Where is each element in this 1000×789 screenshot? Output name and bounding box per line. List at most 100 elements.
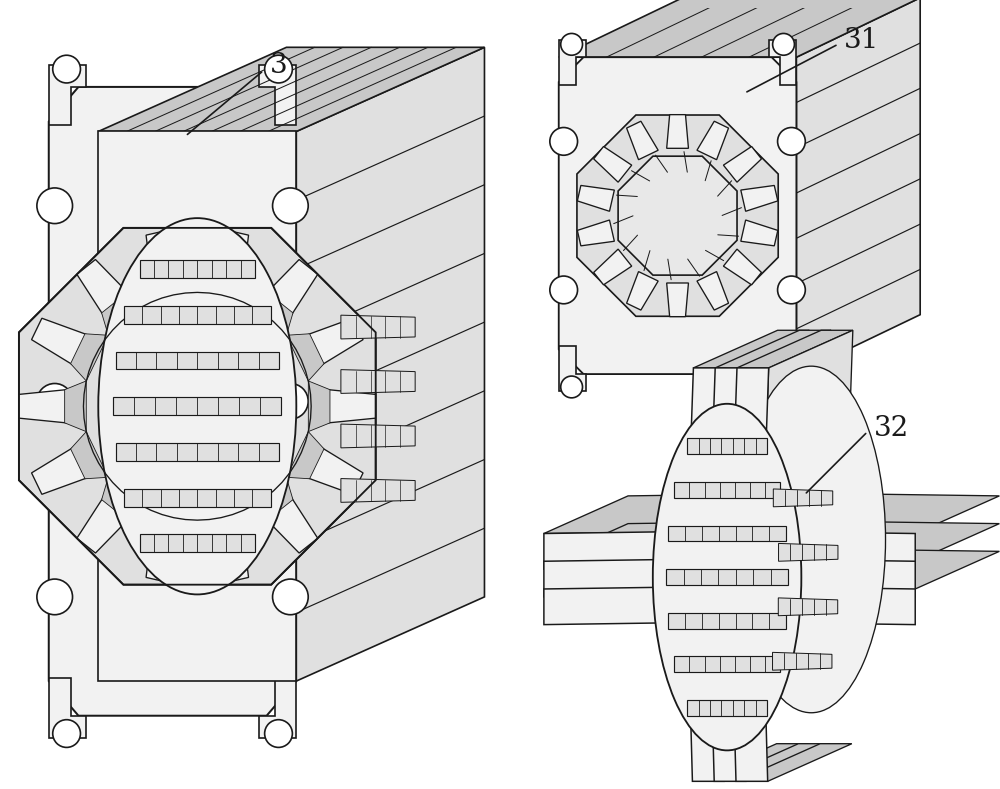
Polygon shape [113, 398, 281, 415]
Polygon shape [733, 368, 769, 482]
Circle shape [778, 128, 805, 155]
Polygon shape [667, 114, 688, 148]
Polygon shape [49, 87, 296, 716]
Polygon shape [19, 228, 376, 585]
Polygon shape [71, 334, 108, 381]
Polygon shape [796, 0, 920, 374]
Polygon shape [148, 509, 197, 540]
Polygon shape [308, 381, 330, 432]
Polygon shape [341, 479, 415, 503]
Circle shape [37, 579, 73, 615]
Polygon shape [559, 346, 586, 391]
Circle shape [550, 276, 578, 304]
Polygon shape [65, 381, 86, 432]
Circle shape [265, 720, 292, 747]
Polygon shape [140, 534, 255, 552]
Polygon shape [627, 271, 658, 310]
Polygon shape [49, 678, 86, 738]
Polygon shape [32, 318, 98, 371]
Polygon shape [689, 368, 725, 482]
Polygon shape [206, 518, 249, 583]
Polygon shape [693, 331, 809, 368]
Polygon shape [689, 672, 724, 781]
Polygon shape [257, 488, 318, 553]
Polygon shape [723, 249, 761, 285]
Polygon shape [206, 230, 249, 294]
Polygon shape [711, 672, 746, 781]
Polygon shape [544, 549, 767, 589]
Polygon shape [772, 587, 915, 625]
Polygon shape [559, 40, 586, 85]
Polygon shape [674, 482, 780, 498]
Polygon shape [286, 432, 324, 479]
Text: 3: 3 [270, 51, 287, 79]
Polygon shape [769, 40, 796, 85]
Polygon shape [544, 587, 683, 625]
Polygon shape [49, 65, 86, 125]
Polygon shape [674, 656, 780, 672]
Polygon shape [577, 220, 614, 246]
Circle shape [53, 720, 80, 747]
Polygon shape [197, 273, 247, 304]
Polygon shape [544, 522, 767, 561]
Polygon shape [594, 249, 632, 285]
Polygon shape [687, 439, 767, 454]
Polygon shape [737, 331, 853, 368]
Circle shape [561, 376, 583, 398]
Polygon shape [773, 653, 832, 670]
Polygon shape [341, 315, 415, 339]
Polygon shape [98, 132, 296, 681]
Text: 31: 31 [844, 27, 879, 54]
Polygon shape [779, 544, 838, 561]
Circle shape [778, 276, 805, 304]
Polygon shape [116, 352, 279, 369]
Circle shape [561, 33, 583, 55]
Polygon shape [296, 47, 484, 681]
Polygon shape [259, 65, 296, 125]
Polygon shape [618, 156, 737, 275]
Polygon shape [297, 318, 363, 371]
Polygon shape [124, 488, 271, 507]
Polygon shape [765, 331, 853, 482]
Polygon shape [772, 522, 999, 561]
Polygon shape [741, 185, 778, 211]
Circle shape [273, 188, 308, 223]
Polygon shape [714, 744, 830, 781]
Polygon shape [741, 220, 778, 246]
Circle shape [37, 188, 73, 223]
Polygon shape [544, 494, 767, 533]
Polygon shape [668, 525, 786, 541]
Polygon shape [124, 306, 271, 323]
Circle shape [773, 376, 794, 398]
Polygon shape [544, 532, 683, 569]
Polygon shape [102, 292, 148, 335]
Polygon shape [687, 700, 767, 716]
Polygon shape [297, 442, 363, 495]
Polygon shape [257, 260, 318, 324]
Ellipse shape [653, 404, 801, 750]
Polygon shape [736, 744, 852, 781]
Polygon shape [697, 122, 729, 159]
Polygon shape [116, 443, 279, 461]
Polygon shape [577, 115, 778, 316]
Polygon shape [772, 559, 915, 597]
Circle shape [37, 383, 73, 419]
Polygon shape [723, 147, 761, 182]
Circle shape [773, 33, 794, 55]
Polygon shape [715, 331, 831, 368]
Circle shape [550, 128, 578, 155]
Polygon shape [286, 334, 324, 381]
Polygon shape [773, 489, 833, 507]
Polygon shape [733, 672, 768, 781]
Polygon shape [668, 613, 786, 629]
Polygon shape [772, 494, 999, 533]
Text: 32: 32 [874, 415, 909, 442]
Circle shape [53, 55, 80, 83]
Polygon shape [98, 47, 484, 132]
Circle shape [273, 383, 308, 419]
Polygon shape [197, 509, 247, 540]
Polygon shape [341, 369, 415, 394]
Polygon shape [148, 273, 197, 304]
Polygon shape [247, 477, 293, 520]
Polygon shape [666, 569, 788, 585]
